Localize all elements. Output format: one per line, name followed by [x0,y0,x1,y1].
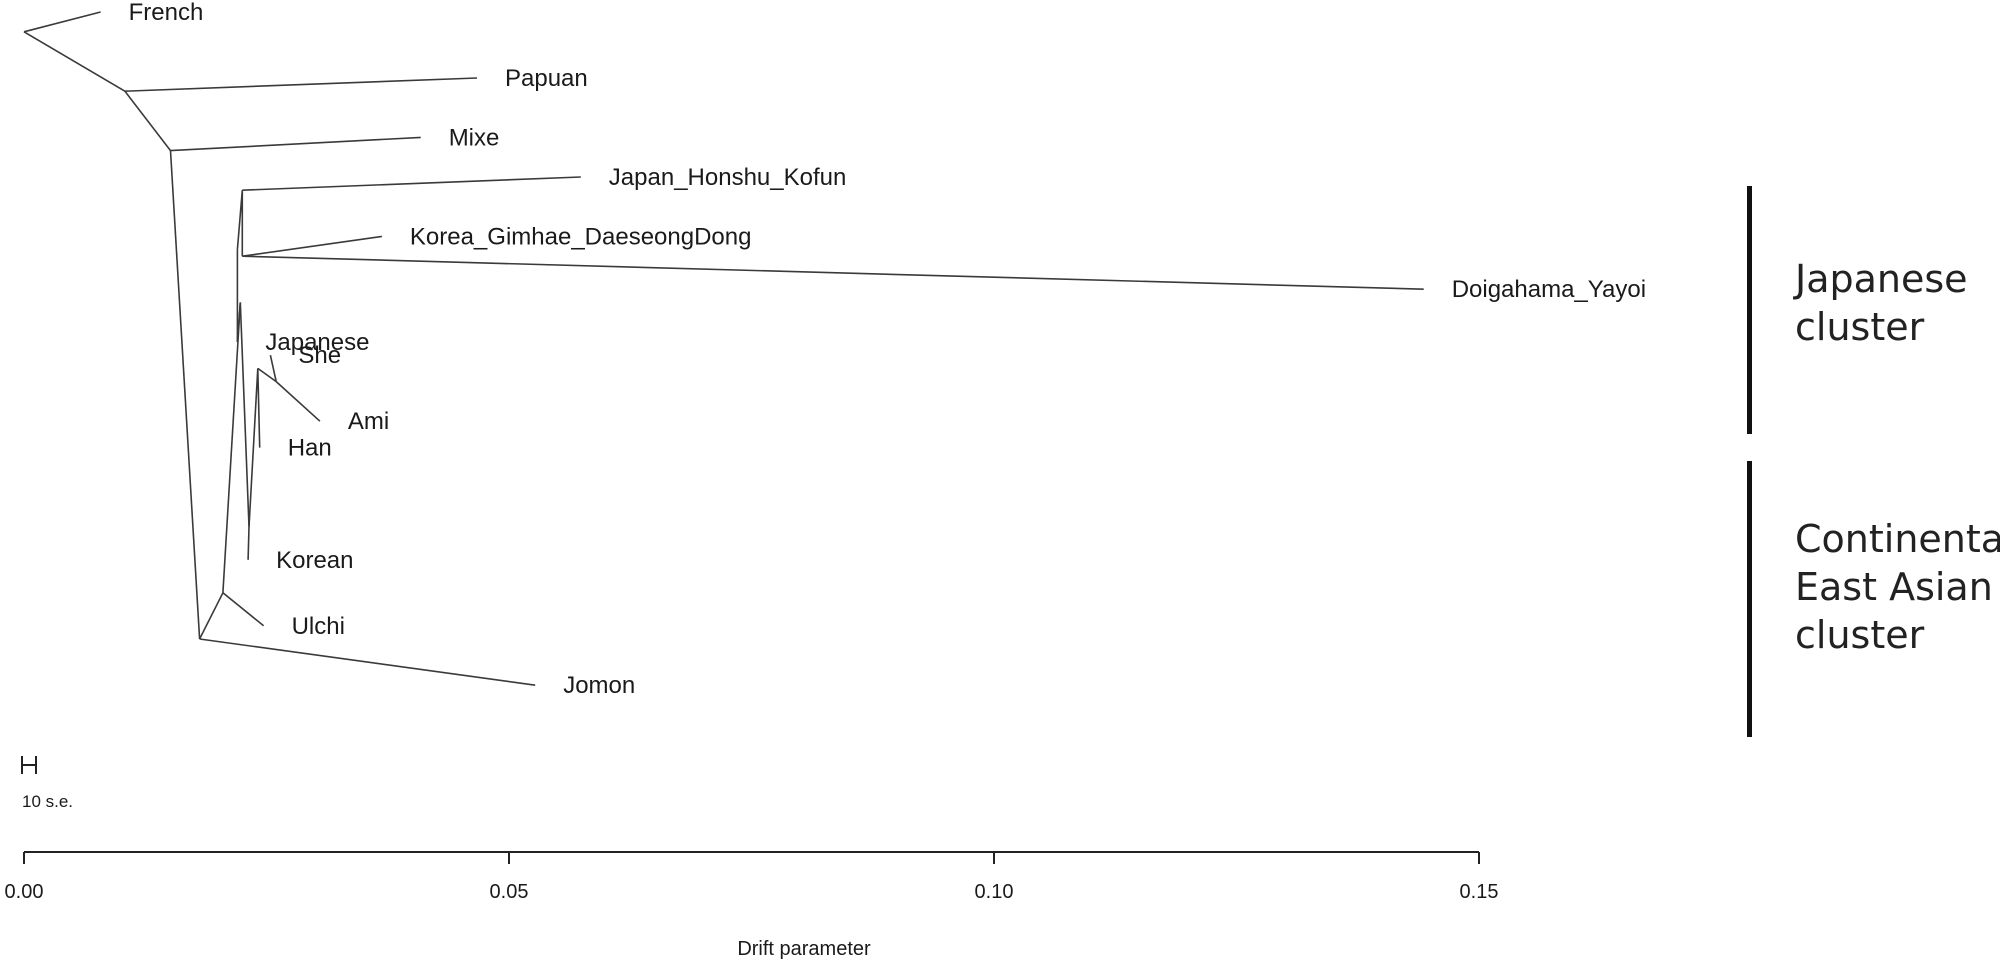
tree-branch [248,368,259,527]
x-tick-label: 0.00 [5,881,44,903]
leaf-label: Papuan [505,65,588,92]
x-axis-title: Drift parameter [737,938,871,960]
leaf-label: Japan_Honshu_Kofun [609,164,847,191]
tree-branch [124,90,172,152]
tree-branch [236,190,244,250]
scale-bar-label: 10 s.e. [22,792,73,811]
japanese-cluster-label: Japanese cluster [1795,255,1968,351]
continental-cluster-label: Continental East Asian cluster [1795,515,2000,659]
tree-branch [170,136,421,152]
leaf-label: Mixe [449,124,500,151]
tree-branch [242,235,383,257]
japanese-cluster-label-line: Japanese [1795,257,1968,301]
tree-branch [269,355,277,382]
x-tick-label: 0.05 [490,881,529,903]
leaf-label: She [298,342,341,369]
tree-branch [247,526,250,560]
leaf-label: Ulchi [292,613,345,640]
tree-branch [124,77,478,92]
continental-cluster-label-line: cluster [1795,613,1925,657]
x-tick-label: 0.15 [1460,881,1499,903]
tree-branch [23,31,126,92]
leaf-label: Japanese [265,329,369,356]
x-tick-label: 0.10 [975,881,1014,903]
leaf-label: Korea_Gimhae_DaeseongDong [410,223,752,250]
tree-branch [275,381,321,422]
leaf-label: Ami [348,408,389,435]
tree-branch [239,302,250,527]
tree-branches [23,11,1424,686]
tree-branch [242,255,1424,290]
leaf-label: Korean [276,547,353,574]
tree-branch [169,150,201,640]
tree-branch [257,367,277,383]
tree-branch [222,302,242,593]
tree-branch [242,176,581,191]
tree-branch [257,368,261,448]
japanese-cluster-bracket [1747,186,1752,434]
continental-cluster-bracket [1747,461,1752,737]
leaf-label: Han [288,435,332,462]
tree-branch [222,592,265,627]
leaf-label: Doigahama_Yayoi [1452,276,1646,303]
continental-cluster-label-line: Continental [1795,517,2000,561]
scale-bar: 10 s.e. [21,756,73,811]
tree-branch [199,638,536,686]
leaf-label: French [129,0,204,26]
x-axis: 0.00 0.05 0.10 0.15 [5,851,1499,903]
tree-branch [198,592,224,640]
leaf-label: Jomon [563,672,635,699]
leaf-labels: French Papuan Mixe Japan_Honshu_Kofun Korea_… [129,0,1646,699]
tree-branch [23,11,101,33]
continental-cluster-label-line: East Asian [1795,565,1993,609]
japanese-cluster-label-line: cluster [1795,305,1925,349]
